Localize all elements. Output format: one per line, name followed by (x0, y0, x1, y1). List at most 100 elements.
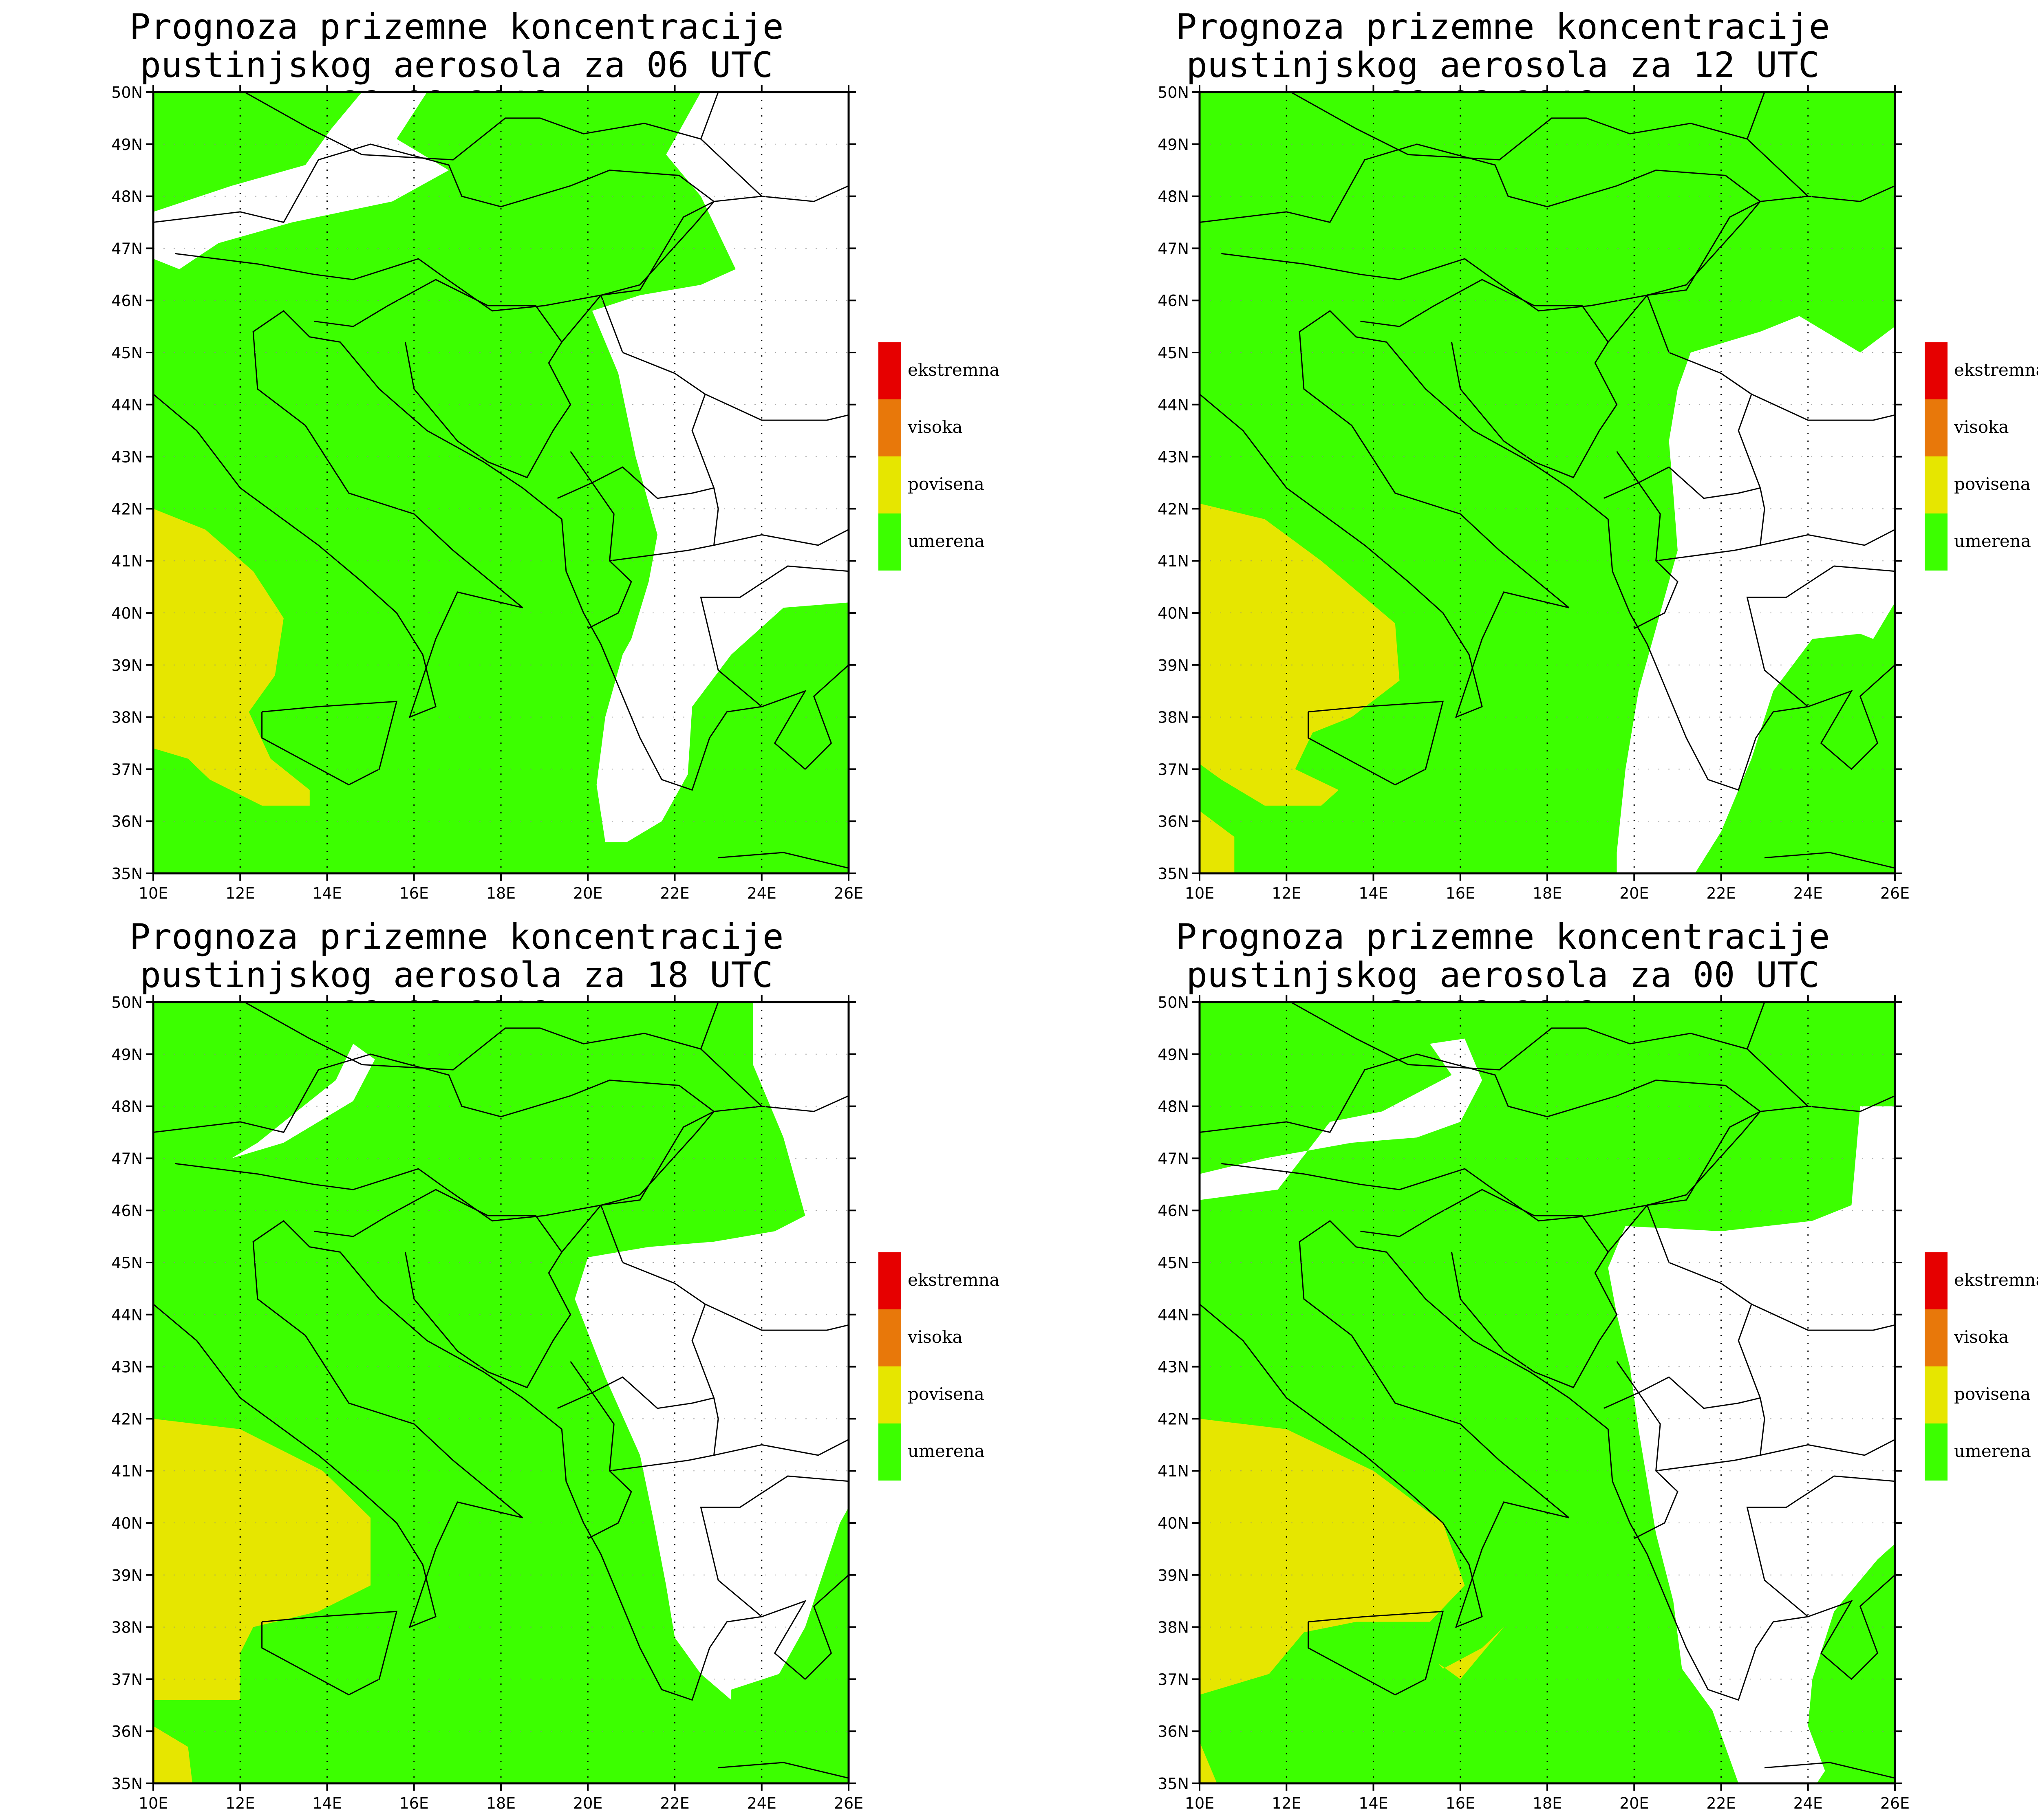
border-line (718, 852, 849, 869)
border-line (600, 1095, 849, 1206)
y-tick-label: 46N (111, 292, 143, 310)
clear-region (153, 92, 449, 269)
border-line (1608, 1204, 1761, 1409)
legend-item-umerena: umerena (878, 1423, 1041, 1481)
y-tick-label: 46N (111, 1202, 143, 1220)
legend-item-ekstremna: ekstremna (878, 342, 1041, 399)
graticule (153, 1002, 849, 1783)
border-line (1360, 279, 1618, 478)
y-tick-label: 49N (111, 136, 143, 154)
border-line (244, 92, 719, 161)
y-tick-label: 41N (1158, 1462, 1189, 1480)
x-tick-label: 24E (747, 884, 776, 902)
x-tick-label: 14E (1359, 1794, 1388, 1812)
y-tick-label: 39N (1158, 657, 1189, 674)
border-line (1200, 143, 1762, 312)
y-tick-label: 35N (111, 1775, 143, 1793)
legend-item-visoka: visoka (1925, 399, 2038, 456)
x-tick-label: 14E (1359, 884, 1388, 902)
legend-item-visoka: visoka (878, 399, 1041, 456)
y-tick-label: 37N (111, 1670, 143, 1688)
forecast-panel-06utc: Prognoza prizemne koncentracije pustinjs… (0, 0, 1046, 910)
y-tick-label: 47N (111, 1150, 143, 1168)
forecast-panel-00utc: Prognoza prizemne koncentracije pustinjs… (1046, 910, 2038, 1820)
legend-label: ekstremna (1954, 360, 2038, 380)
x-tick-label: 10E (1185, 1794, 1214, 1812)
border-line (705, 393, 849, 421)
x-tick-label: 16E (1446, 1794, 1475, 1812)
x-tick-label: 12E (1272, 884, 1301, 902)
concentration-field (153, 92, 849, 873)
legend-swatch (1925, 399, 1948, 456)
forecast-panel-12utc: Prognoza prizemne koncentracije pustinjs… (1046, 0, 2038, 910)
border-line (705, 1303, 849, 1331)
povisena-region (1200, 1741, 1217, 1783)
povisena-region (1438, 1627, 1504, 1679)
y-tick-label: 46N (1158, 1202, 1189, 1220)
coastlines-borders (153, 1002, 849, 1779)
coastlines-borders (1200, 1002, 1895, 1779)
border-line (1747, 138, 1809, 197)
legend-label: visoka (1954, 1327, 2009, 1347)
legend-item-visoka: visoka (1925, 1309, 2038, 1366)
x-tick-label: 24E (747, 1794, 776, 1812)
povisena-region (1200, 503, 1400, 806)
legend-swatch (1925, 513, 1948, 571)
y-tick-label: 46N (1158, 292, 1189, 310)
panel-title: Prognoza prizemne koncentracije (1176, 917, 1830, 957)
legend-swatch (1925, 1366, 1948, 1423)
clear-region (1617, 316, 1895, 873)
border-line (1308, 701, 1444, 786)
y-tick-label: 43N (1158, 1358, 1189, 1376)
x-tick-label: 22E (1706, 884, 1736, 902)
clear-region (231, 1044, 375, 1159)
y-tick-label: 45N (1158, 344, 1189, 362)
y-tick-label: 39N (111, 657, 143, 674)
y-tick-label: 44N (111, 396, 143, 414)
axes: 10E 12E 14E 16E 18E 20E 22E 24E 26E 35N 36N 37N 38N 3… (1158, 994, 1910, 1812)
legend-label: umerena (1954, 1441, 2031, 1461)
y-tick-label: 47N (1158, 1150, 1189, 1168)
border-line (153, 310, 849, 791)
x-tick-label: 10E (139, 884, 168, 902)
y-tick-label: 49N (111, 1046, 143, 1064)
legend-swatch (878, 399, 901, 456)
border-line (714, 1439, 849, 1456)
x-tick-label: 20E (1619, 884, 1649, 902)
x-tick-label: 14E (312, 1794, 342, 1812)
x-tick-label: 24E (1793, 1794, 1823, 1812)
border-line (1751, 1303, 1895, 1331)
legend-item-ekstremna: ekstremna (1925, 342, 2038, 399)
border-line (1764, 852, 1895, 869)
border-line (314, 279, 571, 478)
border-line (1751, 393, 1895, 421)
legend-swatch (878, 1423, 901, 1481)
border-line (314, 1189, 571, 1388)
legend-item-povisena: povisena (878, 456, 1041, 513)
y-tick-label: 50N (111, 994, 143, 1011)
clear-region (575, 1002, 849, 1700)
border-line (1200, 1053, 1762, 1222)
y-tick-label: 50N (111, 84, 143, 101)
y-tick-label: 44N (1158, 396, 1189, 414)
y-tick-label: 38N (111, 1619, 143, 1637)
y-tick-label: 48N (111, 188, 143, 206)
border-line (761, 664, 849, 770)
x-tick-label: 10E (1185, 884, 1214, 902)
y-tick-label: 37N (1158, 1670, 1189, 1688)
y-tick-label: 42N (1158, 1410, 1189, 1428)
y-tick-label: 39N (111, 1567, 143, 1584)
clear-region (1608, 1106, 1895, 1783)
umerena-region (731, 1507, 849, 1783)
border-line (1760, 1439, 1895, 1456)
legend: ekstremna visoka povisena umerena (878, 342, 1041, 571)
povisena-region (153, 1726, 192, 1783)
x-tick-label: 22E (660, 1794, 689, 1812)
y-tick-label: 41N (111, 1462, 143, 1480)
border-line (1647, 1095, 1895, 1206)
y-tick-label: 35N (1158, 1775, 1189, 1793)
forecast-panel-18utc: Prognoza prizemne koncentracije pustinjs… (0, 910, 1046, 1820)
y-tick-label: 36N (111, 1723, 143, 1741)
y-tick-label: 36N (1158, 813, 1189, 831)
border-line (700, 1048, 762, 1107)
